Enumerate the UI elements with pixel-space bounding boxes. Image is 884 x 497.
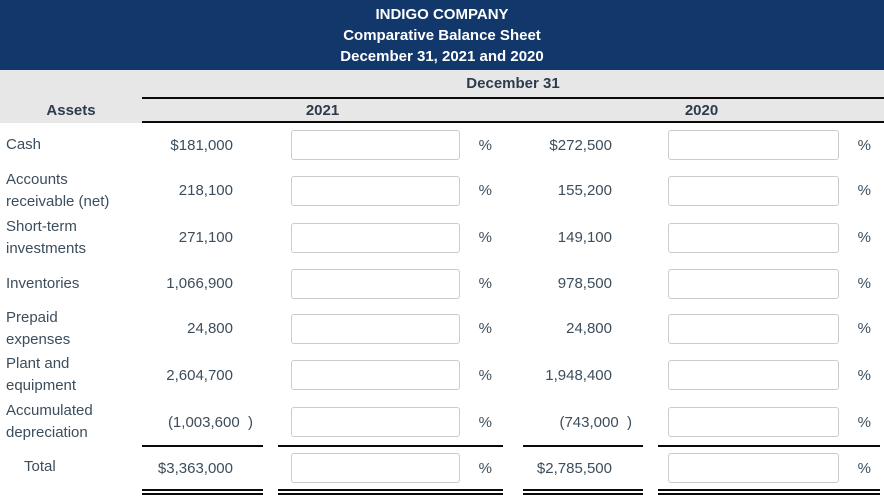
percent-sign: % xyxy=(478,136,492,154)
amount-2020: 149,100 xyxy=(557,229,612,246)
percent-input-2021-row1[interactable] xyxy=(291,175,460,206)
report-header: INDIGO COMPANY Comparative Balance Sheet… xyxy=(0,0,884,70)
row-label: Plant and equipment xyxy=(6,355,77,394)
amount-2020: 1,948,400 xyxy=(545,366,612,384)
percent-sign: % xyxy=(857,182,871,199)
row-label: Accumulated depreciation xyxy=(6,402,93,441)
amount-2021: 1,066,900 xyxy=(166,275,233,292)
percent-input-2021-row0[interactable] xyxy=(291,130,460,160)
double-rule-segment xyxy=(523,489,643,495)
percent-sign: % xyxy=(857,320,871,337)
double-rule-segment xyxy=(142,489,263,495)
row-label: Total xyxy=(24,458,56,475)
percent-input-2020-row1[interactable] xyxy=(668,175,839,206)
percent-sign: % xyxy=(478,182,492,199)
percent-sign: % xyxy=(857,275,871,292)
percent-sign: % xyxy=(478,366,492,384)
percent-input-2020-row7[interactable] xyxy=(668,453,839,483)
percent-cell-2020: % xyxy=(658,306,880,351)
percent-cell-2020: % xyxy=(658,261,880,306)
amount-2020: $272,500 xyxy=(549,136,612,154)
percent-input-2021-row2[interactable] xyxy=(291,222,460,253)
percent-cell-2020: % xyxy=(658,167,880,214)
percent-input-2021-row4[interactable] xyxy=(291,313,460,344)
assets-column-header: Assets xyxy=(46,101,96,119)
company-name: INDIGO COMPANY xyxy=(375,6,509,23)
percent-input-2020-row2[interactable] xyxy=(668,222,839,253)
amount-2020: (743,000 ) xyxy=(559,413,632,431)
amount-2021: $181,000 xyxy=(170,136,233,154)
row-label: Cash xyxy=(6,136,42,153)
percent-sign: % xyxy=(857,229,871,246)
percent-sign: % xyxy=(478,413,492,431)
percent-sign: % xyxy=(478,275,492,292)
header-rule-top xyxy=(142,97,884,99)
percent-cell-2021: % xyxy=(278,167,503,214)
percent-input-2021-row7[interactable] xyxy=(291,453,460,483)
amount-2020: 24,800 xyxy=(566,320,612,337)
row-label: Short-term investments xyxy=(6,217,87,257)
table-row: Plant and equipment 2,604,700 % 1,948,40… xyxy=(0,351,884,399)
percent-cell-2020: % xyxy=(658,399,880,445)
percent-input-2020-row6[interactable] xyxy=(668,407,839,437)
column-header-2021: 2021 xyxy=(305,101,340,119)
header-rule-bottom xyxy=(142,121,884,123)
table-bottom-double-rule xyxy=(0,489,884,495)
span-header-december-31: December 31 xyxy=(466,75,560,92)
amount-2020: 155,200 xyxy=(557,182,612,199)
column-headers: Assets 2021 2020 xyxy=(0,99,884,121)
amount-2021: (1,003,600 ) xyxy=(167,413,253,431)
percent-input-2020-row5[interactable] xyxy=(668,360,839,390)
amount-2021: 24,800 xyxy=(187,320,233,337)
percent-cell-2021: % xyxy=(278,445,503,489)
table-row: Accumulated depreciation (1,003,600 ) % … xyxy=(0,399,884,445)
amount-2021: 271,100 xyxy=(178,229,233,246)
percent-sign: % xyxy=(478,459,492,477)
report-period: December 31, 2021 and 2020 xyxy=(340,48,544,65)
table-header-band: December 31 Assets 2021 2020 xyxy=(0,70,884,123)
percent-cell-2021: % xyxy=(278,214,503,261)
percent-cell-2021: % xyxy=(278,351,503,399)
percent-cell-2020: % xyxy=(658,123,880,167)
percent-sign: % xyxy=(478,229,492,246)
percent-sign: % xyxy=(857,136,871,154)
percent-input-2020-row0[interactable] xyxy=(668,130,839,160)
percent-sign: % xyxy=(857,413,871,431)
row-label: Prepaid expenses xyxy=(6,308,71,348)
percent-input-2021-row6[interactable] xyxy=(291,407,460,437)
table-row: Total $3,363,000 % $2,785,500 % xyxy=(0,445,884,489)
row-label: Accounts receivable (net) xyxy=(6,170,110,210)
double-rule-segment xyxy=(278,489,503,495)
amount-2021: 218,100 xyxy=(178,182,233,199)
column-header-2020: 2020 xyxy=(684,101,719,119)
table-body: Cash $181,000 % $272,500 % Accounts rece… xyxy=(0,123,884,489)
amount-2020: 978,500 xyxy=(557,275,612,292)
percent-input-2021-row3[interactable] xyxy=(291,268,460,299)
table-row: Short-term investments 271,100 % 149,100… xyxy=(0,214,884,261)
percent-cell-2021: % xyxy=(278,261,503,306)
amount-2020: $2,785,500 xyxy=(523,445,643,489)
percent-cell-2021: % xyxy=(278,399,503,445)
report-title: Comparative Balance Sheet xyxy=(343,27,541,44)
percent-input-2020-row4[interactable] xyxy=(668,313,839,344)
percent-cell-2021: % xyxy=(278,123,503,167)
table-row: Inventories 1,066,900 % 978,500 % xyxy=(0,261,884,306)
percent-input-2020-row3[interactable] xyxy=(668,268,839,299)
percent-cell-2020: % xyxy=(658,445,880,489)
percent-sign: % xyxy=(857,459,871,477)
amount-2021: $3,363,000 xyxy=(142,445,263,489)
percent-cell-2020: % xyxy=(658,214,880,261)
percent-cell-2020: % xyxy=(658,351,880,399)
row-label: Inventories xyxy=(6,274,80,292)
percent-cell-2021: % xyxy=(278,306,503,351)
table-row: Cash $181,000 % $272,500 % xyxy=(0,123,884,167)
percent-sign: % xyxy=(857,366,871,384)
double-rule-segment xyxy=(658,489,880,495)
table-row: Prepaid expenses 24,800 % 24,800 % xyxy=(0,306,884,351)
amount-2021: 2,604,700 xyxy=(166,366,233,384)
table-row: Accounts receivable (net) 218,100 % 155,… xyxy=(0,167,884,214)
percent-input-2021-row5[interactable] xyxy=(291,360,460,390)
percent-sign: % xyxy=(478,320,492,337)
